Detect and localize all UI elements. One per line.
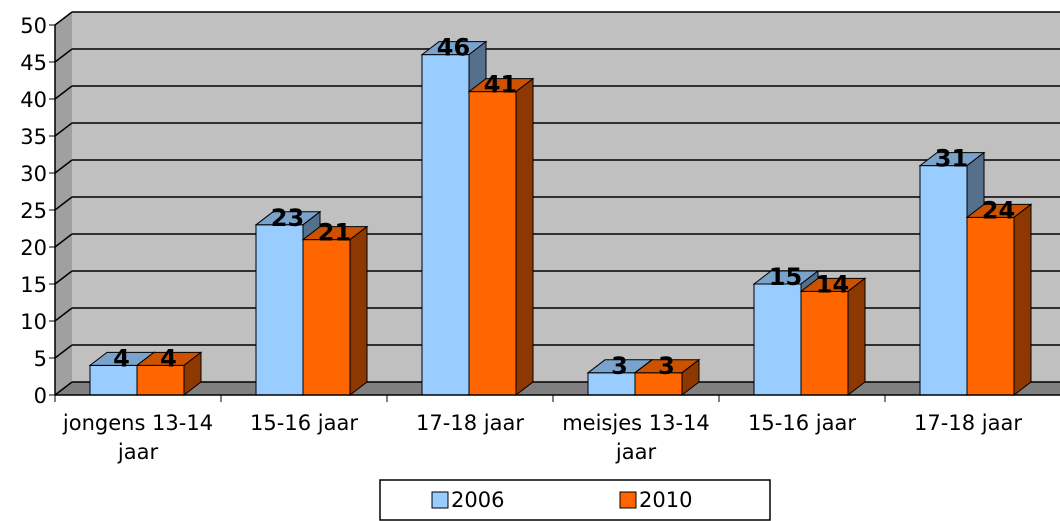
grid-line: [54, 48, 73, 63]
y-tick-label: 5: [34, 347, 47, 371]
x-tick-label: meisjes 13-14 jaar: [562, 411, 710, 464]
y-tick-label: 50: [20, 14, 47, 38]
value-label: 3: [658, 352, 675, 380]
grid: [54, 11, 1060, 396]
legend-label: 2006: [451, 488, 504, 512]
value-label: 4: [113, 344, 130, 372]
value-label: 46: [437, 34, 470, 62]
bar-front: [421, 54, 470, 396]
value-label: 3: [611, 352, 628, 380]
bar-side: [681, 358, 700, 397]
bar: 14: [799, 270, 867, 397]
y-tick-label: 0: [34, 384, 47, 408]
legend-items: 2006 2010: [431, 488, 692, 512]
bar-front: [468, 91, 517, 396]
grid-line: [54, 85, 73, 100]
x-tick-label: 15-16 jaar: [748, 411, 856, 435]
y-tick-label: 45: [20, 51, 47, 75]
value-label: 31: [935, 145, 968, 173]
bar: 24: [965, 196, 1033, 397]
y-tick-label: 30: [20, 162, 47, 186]
grid-line: [54, 233, 73, 248]
y-tick-label: 15: [20, 273, 47, 297]
bar-side: [515, 77, 534, 397]
grid-line: [54, 122, 73, 137]
grid-line: [54, 11, 73, 26]
y-tick-label: 10: [20, 310, 47, 334]
value-label: 41: [484, 71, 517, 99]
bar: 41: [467, 71, 535, 397]
legend-marker: [431, 491, 449, 509]
bar-front: [302, 239, 351, 396]
y-tick-label: 35: [20, 125, 47, 149]
x-tick-label: jongens 13-14 jaar: [62, 411, 214, 464]
grid-line: [54, 159, 73, 174]
bar-front: [919, 165, 968, 396]
bar: 21: [301, 219, 369, 397]
bar: 4: [135, 344, 203, 397]
x-tick-label: 17-18 jaar: [416, 411, 524, 435]
bar-front: [966, 216, 1015, 396]
grid-line: [54, 344, 73, 359]
bar-side: [183, 351, 202, 397]
bar-front: [255, 224, 304, 396]
y-tick-label: 25: [20, 199, 47, 223]
grid-line: [54, 196, 73, 211]
value-label: 24: [982, 196, 1015, 224]
bar-side: [349, 225, 368, 397]
bar: 3: [633, 352, 701, 397]
value-label: 15: [769, 263, 802, 291]
value-label: 23: [271, 204, 304, 232]
floor: [55, 382, 1060, 395]
y-tick-label: 40: [20, 88, 47, 112]
y-tick-label: 20: [20, 236, 47, 260]
grid-line: [54, 270, 73, 285]
bar-front: [136, 364, 185, 396]
legend-label: 2010: [639, 488, 692, 512]
bar-front: [800, 290, 849, 396]
value-label: 4: [160, 344, 177, 372]
value-label: 21: [318, 219, 351, 247]
grid-line: [54, 307, 73, 322]
x-tick-label: 15-16 jaar: [250, 411, 358, 435]
bar-front: [753, 283, 802, 396]
x-tick-label: 17-18 jaar: [914, 411, 1022, 435]
grid-line: [54, 381, 73, 396]
legend-marker: [619, 491, 637, 509]
bar-side: [847, 277, 866, 397]
bar-side: [1013, 203, 1032, 397]
value-label: 14: [816, 270, 849, 298]
